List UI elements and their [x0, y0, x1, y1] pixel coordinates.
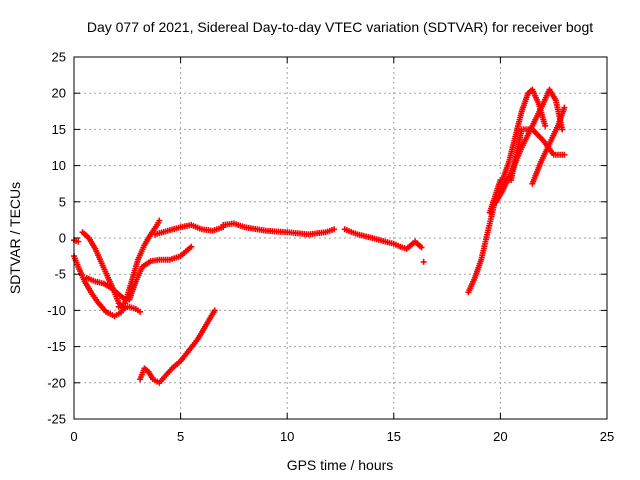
data-point-marker	[420, 258, 427, 265]
y-tick-label: 15	[52, 122, 66, 137]
tick-layer: 0 5 10 15 20 25 -25 -20 -15 -10 -5 0 5 10 15 20 25	[47, 50, 614, 445]
data-point-marker	[561, 151, 568, 158]
data-point-marker	[75, 238, 82, 245]
data-point-marker	[542, 122, 549, 129]
data-layer	[71, 86, 568, 386]
y-tick-label: -15	[47, 339, 66, 354]
data-point-marker	[418, 244, 425, 251]
x-tick-label: 20	[493, 429, 507, 444]
grid-layer	[74, 57, 607, 419]
y-tick-label: -25	[47, 412, 66, 427]
data-series-13	[493, 86, 566, 205]
x-tick-label: 25	[600, 429, 614, 444]
chart-title: Day 077 of 2021, Sidereal Day-to-day VTE…	[87, 19, 593, 35]
y-axis-label: SDTVAR / TECUs	[7, 182, 23, 294]
x-tick-label: 10	[280, 429, 294, 444]
y-tick-label: 0	[59, 231, 66, 246]
data-point-marker	[559, 126, 566, 133]
data-series-10	[420, 258, 427, 265]
data-series-4	[83, 274, 129, 303]
y-tick-label: 20	[52, 86, 66, 101]
x-tick-label: 5	[177, 429, 184, 444]
data-series-7	[152, 221, 227, 238]
data-series-9	[341, 226, 425, 252]
data-point-marker	[156, 217, 163, 224]
x-axis-label: GPS time / hours	[287, 457, 394, 473]
y-tick-label: 25	[52, 50, 66, 65]
data-point-marker	[211, 307, 218, 314]
data-point-marker	[331, 226, 338, 233]
y-tick-label: -20	[47, 375, 66, 390]
data-series-15	[529, 104, 568, 187]
y-tick-label: 5	[59, 194, 66, 209]
x-tick-label: 0	[70, 429, 77, 444]
x-tick-label: 15	[387, 429, 401, 444]
data-point-marker	[561, 104, 568, 111]
data-series-14	[486, 126, 568, 216]
y-tick-label: 10	[52, 158, 66, 173]
data-series-11	[137, 307, 218, 386]
y-tick-label: -5	[54, 267, 66, 282]
data-point-marker	[137, 308, 144, 315]
data-point-marker	[188, 243, 195, 250]
y-tick-label: -10	[47, 303, 66, 318]
data-series-8	[220, 220, 338, 238]
data-series-6	[126, 243, 195, 303]
